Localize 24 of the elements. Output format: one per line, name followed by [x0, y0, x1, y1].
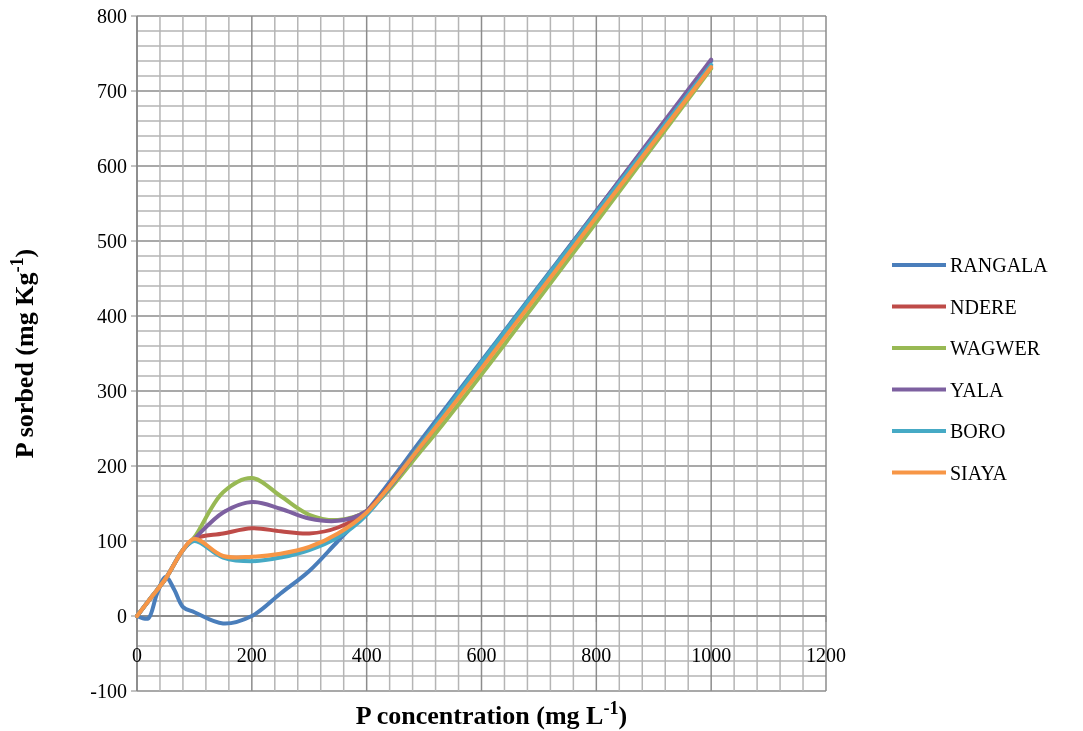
legend-label: YALA: [950, 378, 1004, 401]
x-tick-label: 0: [132, 644, 142, 666]
x-tick-label: 800: [581, 644, 612, 666]
legend-label: NDERE: [950, 295, 1017, 318]
y-tick-label: 200: [97, 455, 127, 477]
y-tick-label: 300: [97, 380, 127, 402]
y-tick-label: 500: [97, 230, 127, 252]
x-tick-label: 1000: [691, 644, 732, 666]
x-tick-label: 600: [466, 644, 497, 666]
y-tick-label: 600: [97, 155, 127, 177]
y-tick-label: 100: [97, 530, 127, 552]
legend-label: WAGWER: [950, 337, 1041, 359]
y-tick-label: 700: [97, 80, 127, 102]
x-tick-label: 400: [351, 644, 382, 666]
legend-label: BORO: [950, 420, 1006, 442]
x-tick-label: 200: [236, 644, 267, 666]
y-tick-label: 400: [97, 305, 127, 327]
legend-label: RANGALA: [950, 254, 1049, 276]
y-tick-label: 0: [117, 605, 127, 627]
y-tick-label: 800: [97, 5, 127, 27]
x-tick-label: 1200: [806, 644, 846, 666]
legend-label: SIAYA: [950, 461, 1008, 484]
x-axis-title: P concentration (mg L$^{-1}$): [355, 698, 628, 730]
y-tick-label: -100: [90, 680, 127, 702]
